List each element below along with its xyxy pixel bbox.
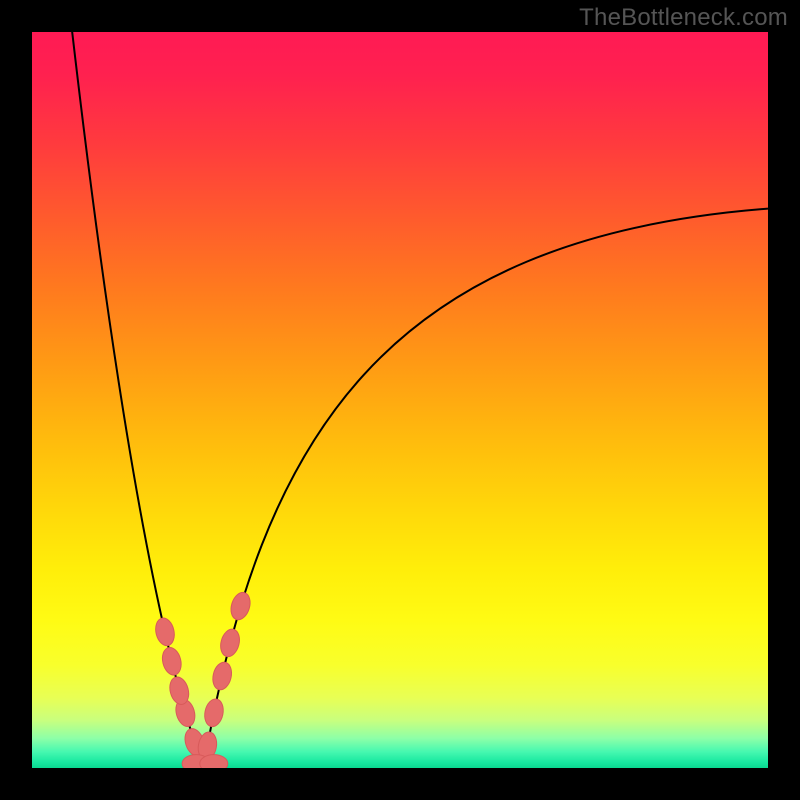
curve-marker — [210, 660, 234, 691]
curve-marker — [200, 755, 228, 773]
markers-group — [153, 590, 253, 773]
curve-marker — [202, 697, 225, 728]
curve-marker — [160, 646, 184, 677]
curve-marker — [218, 627, 243, 659]
curve-left-branch — [69, 3, 204, 768]
curve-marker — [153, 616, 177, 647]
chart-svg — [0, 0, 800, 800]
chart-container: TheBottleneck.com — [0, 0, 800, 800]
curve-right-branch — [203, 209, 768, 768]
curve-marker — [228, 590, 253, 622]
